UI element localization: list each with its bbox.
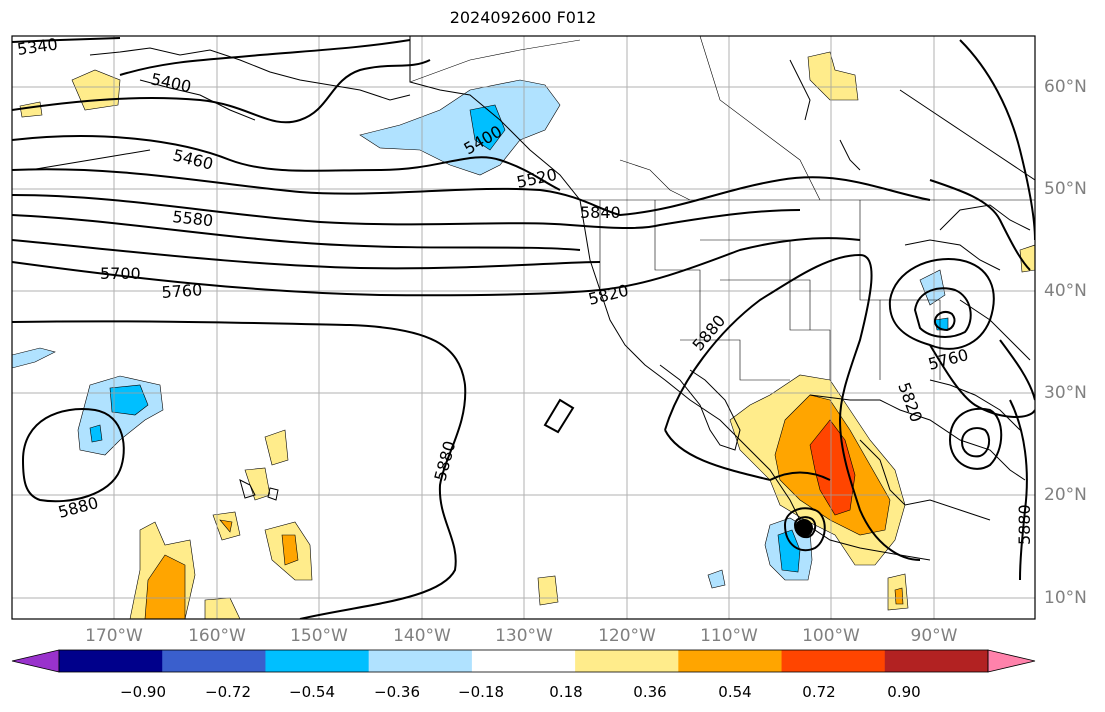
contour-label-group: 5340 5400 5460 5580 5700 5760 5820 5840 … — [16, 34, 1034, 545]
colorbar-segment — [884, 650, 989, 672]
political-borders — [409, 36, 1035, 381]
colorbar-tick-label: −0.36 — [374, 683, 420, 701]
colorbar-segment — [781, 650, 886, 672]
colorbar-segment — [368, 650, 473, 672]
contour-label: 5880 — [1015, 504, 1034, 545]
map-title: 2024092600 F012 — [449, 8, 597, 27]
colorbar-tick-label: 0.72 — [802, 683, 836, 701]
colorbar-tick-label: −0.18 — [458, 683, 504, 701]
colorbar-segment — [678, 650, 783, 672]
contour-label: 5760 — [161, 280, 203, 302]
colorbar-segments — [11, 649, 1036, 673]
lon-label: 150°W — [290, 626, 348, 646]
height-contours — [12, 37, 1035, 619]
map-frame — [11, 35, 1036, 620]
colorbar-segment — [162, 650, 266, 672]
lat-label: 30°N — [1044, 383, 1087, 403]
colorbar-tick-label: −0.54 — [289, 683, 335, 701]
lon-label: 140°W — [393, 626, 451, 646]
lon-label: 110°W — [700, 626, 758, 646]
positive-anomaly-shading — [19, 51, 1035, 619]
lon-label: 120°W — [598, 626, 656, 646]
storm-center-dot — [795, 519, 813, 537]
contour-label: 5580 — [172, 207, 214, 230]
lat-label: 40°N — [1044, 281, 1087, 301]
lon-label: 100°W — [802, 626, 860, 646]
lat-label: 20°N — [1044, 485, 1087, 505]
lon-label: 90°W — [910, 626, 958, 646]
colorbar-tick-label: 0.54 — [718, 683, 752, 701]
lon-label: 160°W — [188, 626, 246, 646]
colorbar-segment — [471, 650, 576, 672]
colorbar-extend-low — [11, 649, 60, 673]
contour-label: 5700 — [100, 264, 141, 283]
colorbar-extend-high — [987, 649, 1036, 673]
graticule — [12, 36, 1035, 619]
lon-label: 130°W — [495, 626, 553, 646]
colorbar-tick-label: 0.36 — [633, 683, 667, 701]
colorbar-segment — [59, 650, 163, 672]
colorbar-segment — [575, 650, 679, 672]
lat-label: 50°N — [1044, 179, 1087, 199]
colorbar-tick-label: 0.90 — [887, 683, 921, 701]
colorbar-segment — [265, 650, 370, 672]
lon-label: 170°W — [85, 626, 143, 646]
colorbar-tick-label: −0.90 — [120, 683, 166, 701]
colorbar-tick-label: −0.72 — [205, 683, 251, 701]
lat-label: 10°N — [1044, 588, 1087, 608]
lat-label: 60°N — [1044, 77, 1087, 97]
contour-label: 5840 — [580, 203, 621, 222]
colorbar-frame — [58, 649, 989, 673]
colorbar-tick-label: 0.18 — [549, 683, 583, 701]
